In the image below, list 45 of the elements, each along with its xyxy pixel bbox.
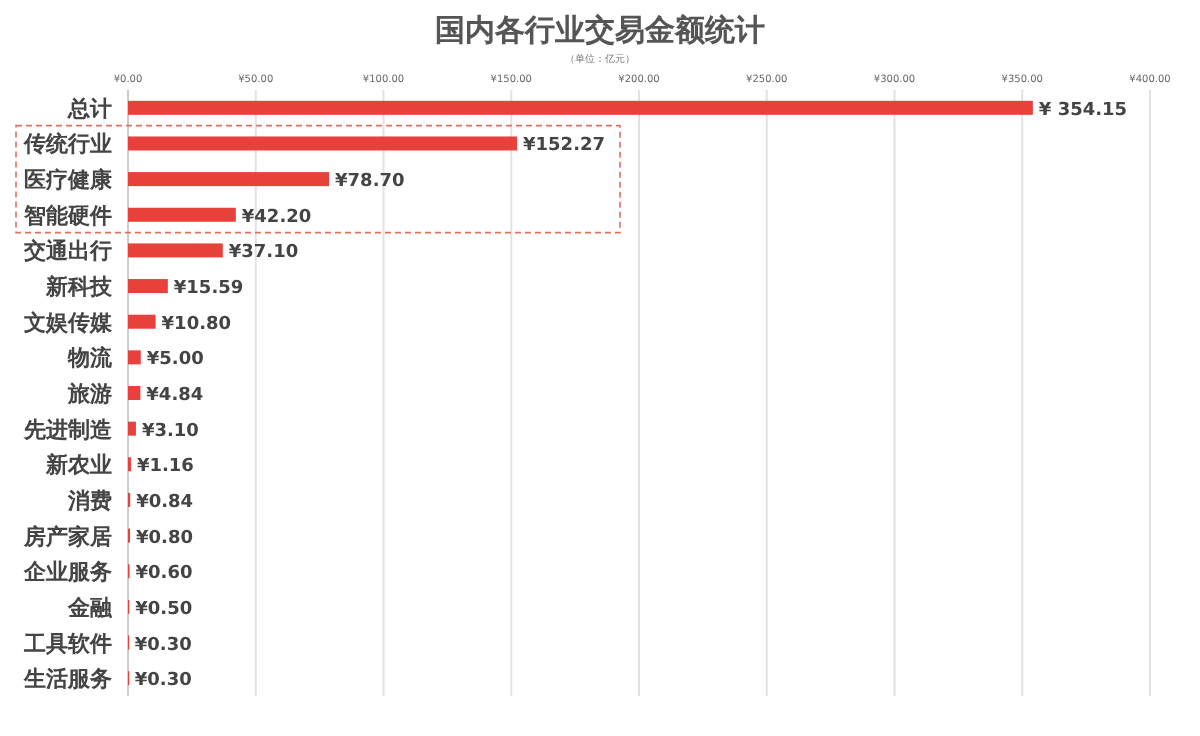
data-label: ¥152.27 [523, 136, 606, 157]
data-label: ¥37.10 [228, 243, 299, 264]
data-label: ¥0.84 [136, 492, 194, 513]
data-label: ¥0.30 [134, 635, 192, 656]
y-tick-label: 工具软件 [22, 630, 112, 657]
data-label: ¥3.10 [141, 421, 199, 442]
bar [128, 350, 141, 365]
data-label: ¥78.70 [335, 172, 405, 193]
data-label: ¥0.30 [134, 671, 192, 692]
bar [128, 279, 168, 294]
y-tick-label: 传统行业 [22, 131, 112, 158]
y-tick-label: 房产家居 [22, 523, 112, 550]
y-tick-label: 消费 [66, 487, 112, 514]
y-tick-label: 医疗健康 [24, 167, 114, 194]
bar [128, 314, 156, 329]
y-tick-label: 新农业 [44, 452, 112, 479]
y-tick-label: 新科技 [44, 274, 114, 301]
data-label: ¥5.00 [146, 350, 204, 371]
bar [128, 421, 136, 436]
y-tick-label: 文娱传媒 [22, 309, 114, 336]
chart-title: 国内各行业交易金额统计 [435, 12, 765, 48]
data-label: ¥ 354.15 [1038, 100, 1128, 121]
y-tick-label: 智能硬件 [22, 202, 112, 229]
y-tick-label: 旅游 [66, 381, 112, 407]
y-tick-label: 金融 [66, 594, 114, 621]
data-label: ¥0.60 [135, 564, 193, 585]
bar [128, 100, 1033, 115]
y-tick-label: 物流 [66, 345, 114, 372]
y-tick-label: 企业服务 [22, 559, 112, 586]
y-tick-label: 总计 [66, 95, 112, 122]
data-label: ¥42.20 [241, 207, 312, 228]
bar [128, 243, 223, 258]
bar [128, 207, 236, 222]
y-tick-label: 生活服务 [22, 666, 112, 693]
data-label: ¥4.84 [146, 386, 204, 406]
y-tick-label: 先进制造 [22, 416, 114, 443]
data-label: ¥0.50 [135, 599, 193, 620]
data-label: ¥15.59 [173, 279, 244, 300]
y-tick-label: 交通出行 [22, 238, 112, 265]
bar [128, 172, 330, 187]
bar [128, 386, 141, 400]
data-label: ¥0.80 [136, 528, 193, 549]
data-label: ¥10.80 [161, 314, 232, 335]
bar [128, 136, 518, 151]
data-label: ¥1.16 [136, 457, 194, 478]
